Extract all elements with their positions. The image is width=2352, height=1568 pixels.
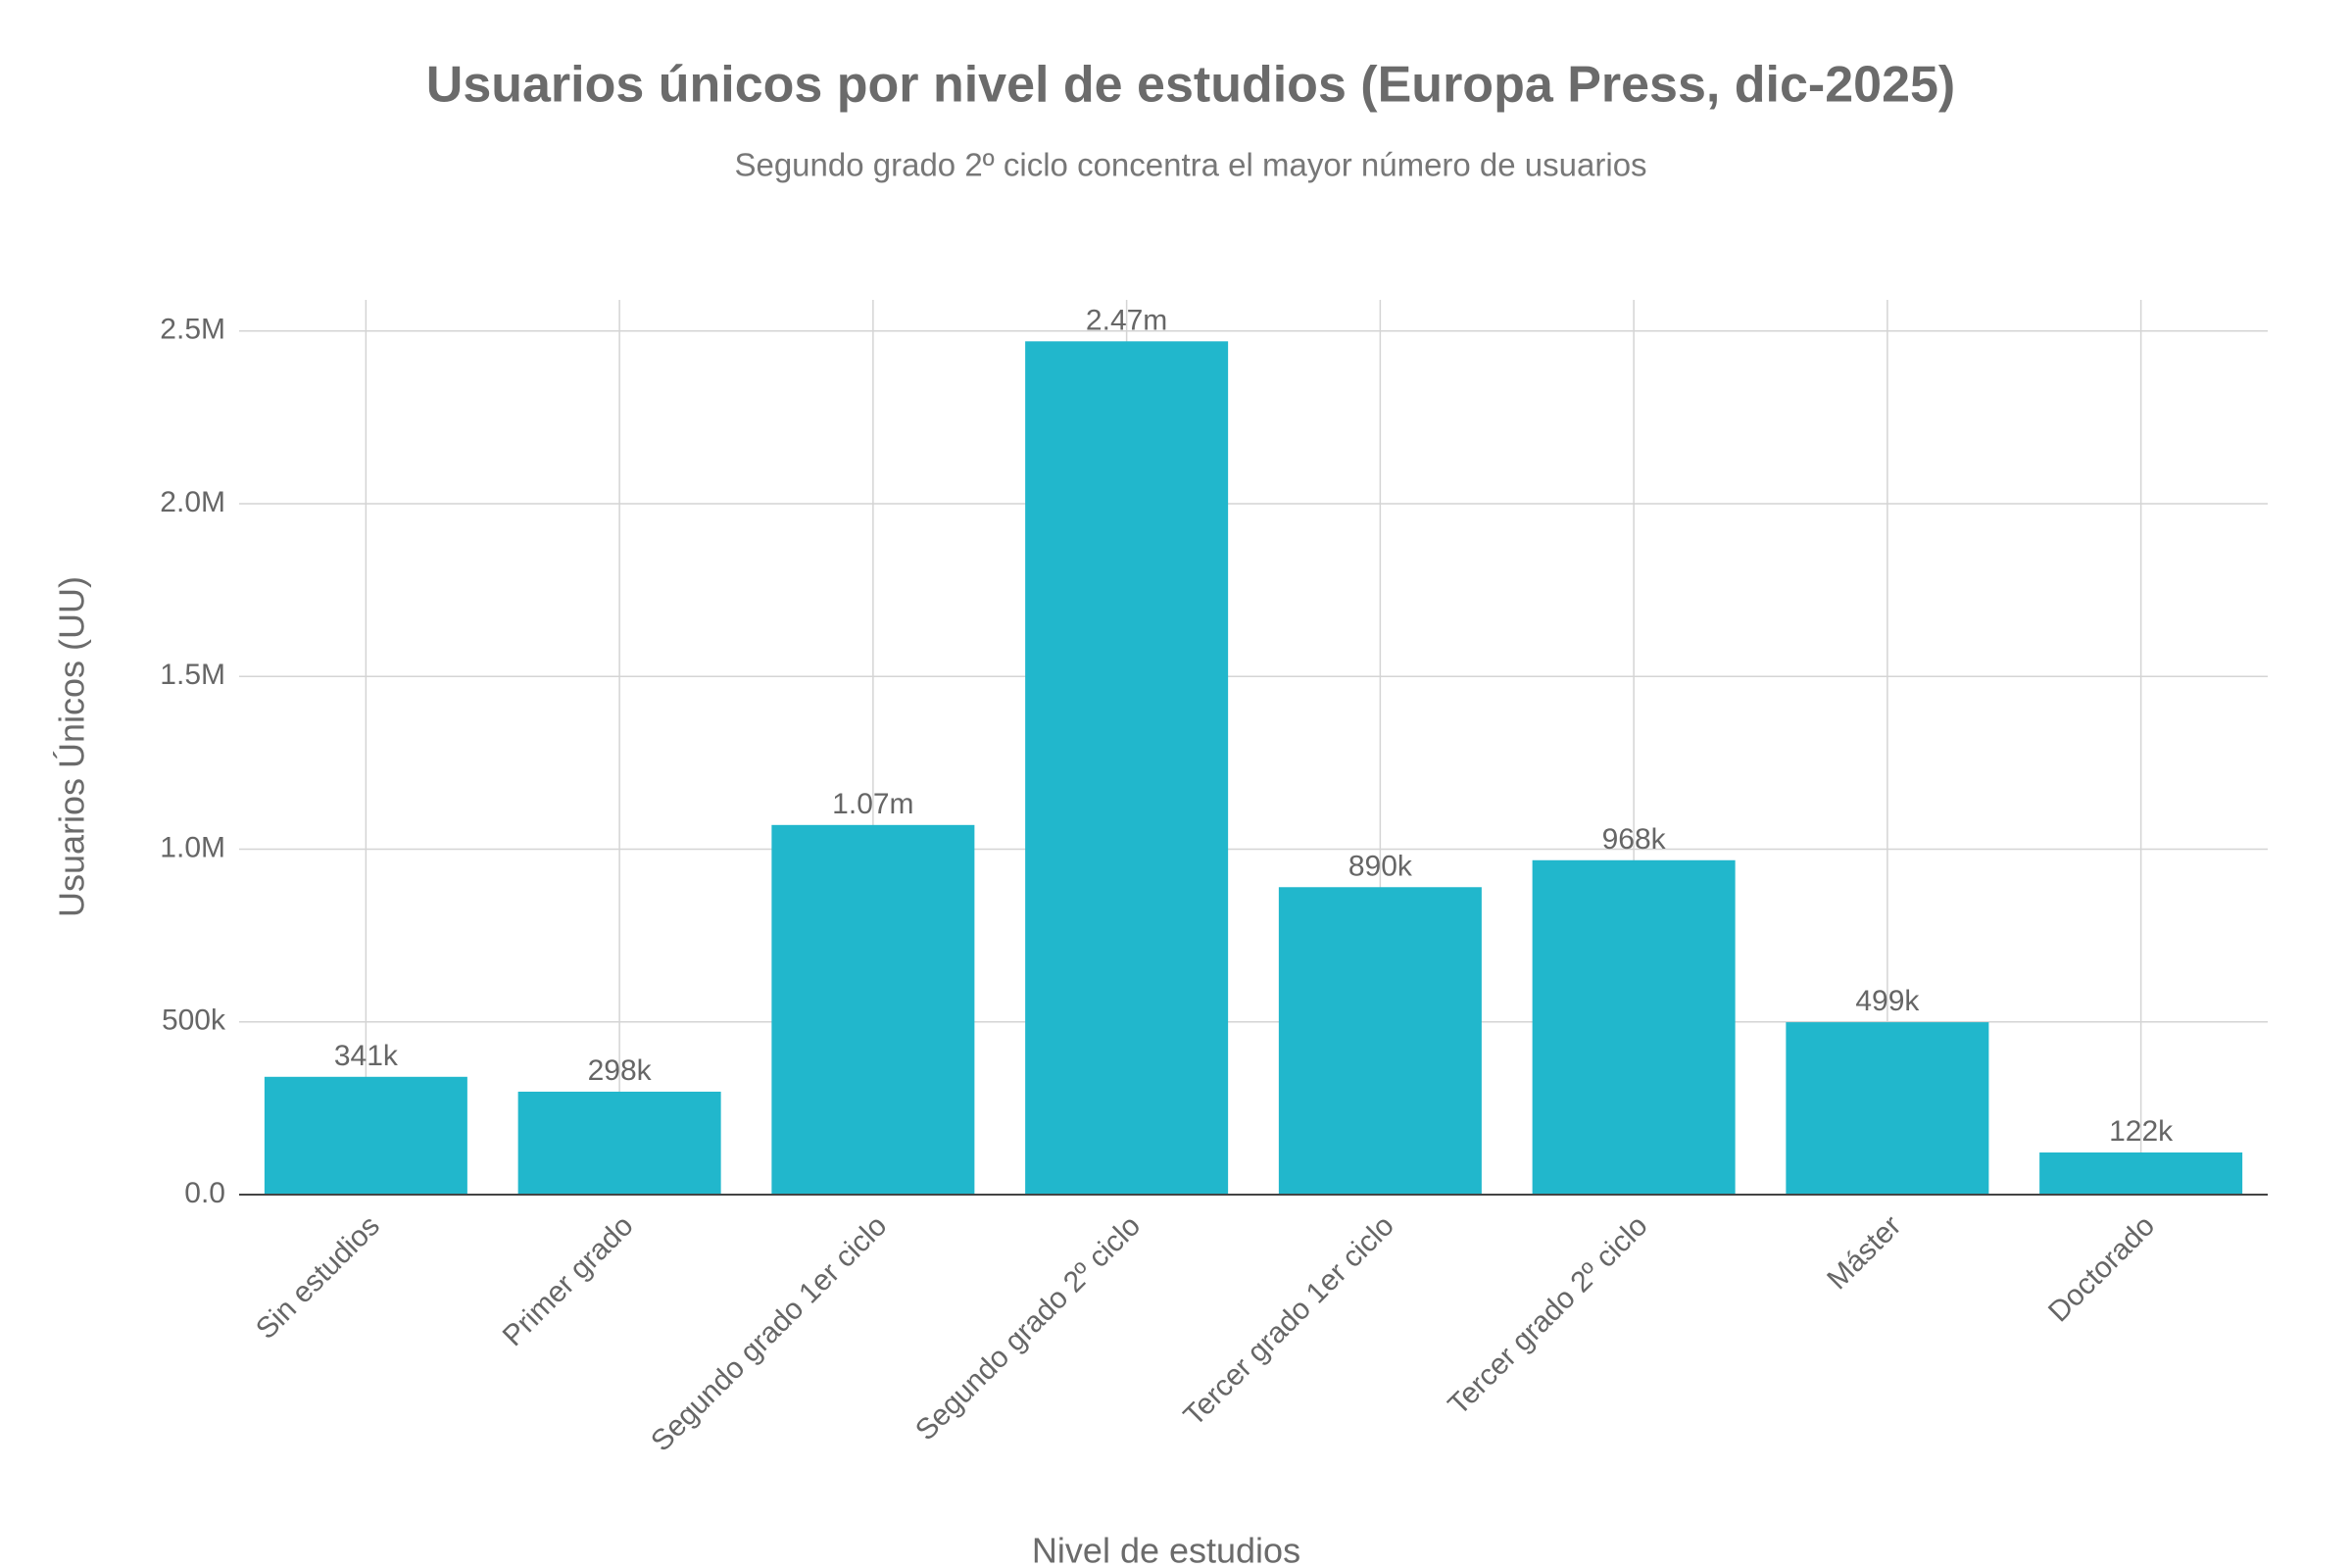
x-tick-label: Máster: [1821, 1209, 1907, 1296]
x-axis-title: Nivel de estudios: [1032, 1531, 1300, 1568]
value-label: 341k: [334, 1040, 399, 1072]
value-label: 122k: [2109, 1115, 2174, 1148]
y-tick-label: 1.5M: [160, 659, 225, 691]
y-tick-label: 1.0M: [160, 831, 225, 863]
value-label: 890k: [1348, 850, 1413, 882]
y-tick-label: 500k: [162, 1004, 226, 1037]
bar: [1786, 1022, 1989, 1195]
bar: [1278, 887, 1482, 1195]
y-tick-label: 2.0M: [160, 486, 225, 518]
y-tick-label: 2.5M: [160, 314, 225, 346]
x-tick-label: Doctorado: [2042, 1209, 2161, 1328]
value-label: 1.07m: [832, 788, 913, 820]
x-tick-label: Tercer grado 1er ciclo: [1178, 1209, 1400, 1432]
x-tick-label: Primer grado: [497, 1209, 640, 1352]
value-label: 2.47m: [1086, 304, 1167, 336]
bar: [1025, 341, 1229, 1195]
y-axis-title: Usuarios Únicos (UU): [52, 576, 92, 917]
bar: [771, 824, 975, 1195]
chart-subtitle: Segundo grado 2º ciclo concentra el mayo…: [734, 147, 1646, 183]
value-label: 499k: [1855, 985, 1920, 1017]
x-tick-label: Segundo grado 2º ciclo: [909, 1209, 1147, 1446]
y-tick-label: 0.0: [184, 1177, 225, 1209]
value-label: 968k: [1602, 823, 1667, 856]
chart-title: Usuarios únicos por nivel de estudios (E…: [426, 57, 1955, 114]
bar: [1532, 859, 1736, 1195]
x-tick-label: Tercer grado 2º ciclo: [1442, 1209, 1653, 1421]
bar: [264, 1076, 467, 1195]
x-tick-label: Segundo grado 1er ciclo: [645, 1209, 893, 1457]
value-label: 298k: [588, 1054, 653, 1087]
bar: [2039, 1152, 2243, 1195]
x-tick-label: Sin estudios: [250, 1209, 386, 1346]
bar: [517, 1091, 721, 1195]
